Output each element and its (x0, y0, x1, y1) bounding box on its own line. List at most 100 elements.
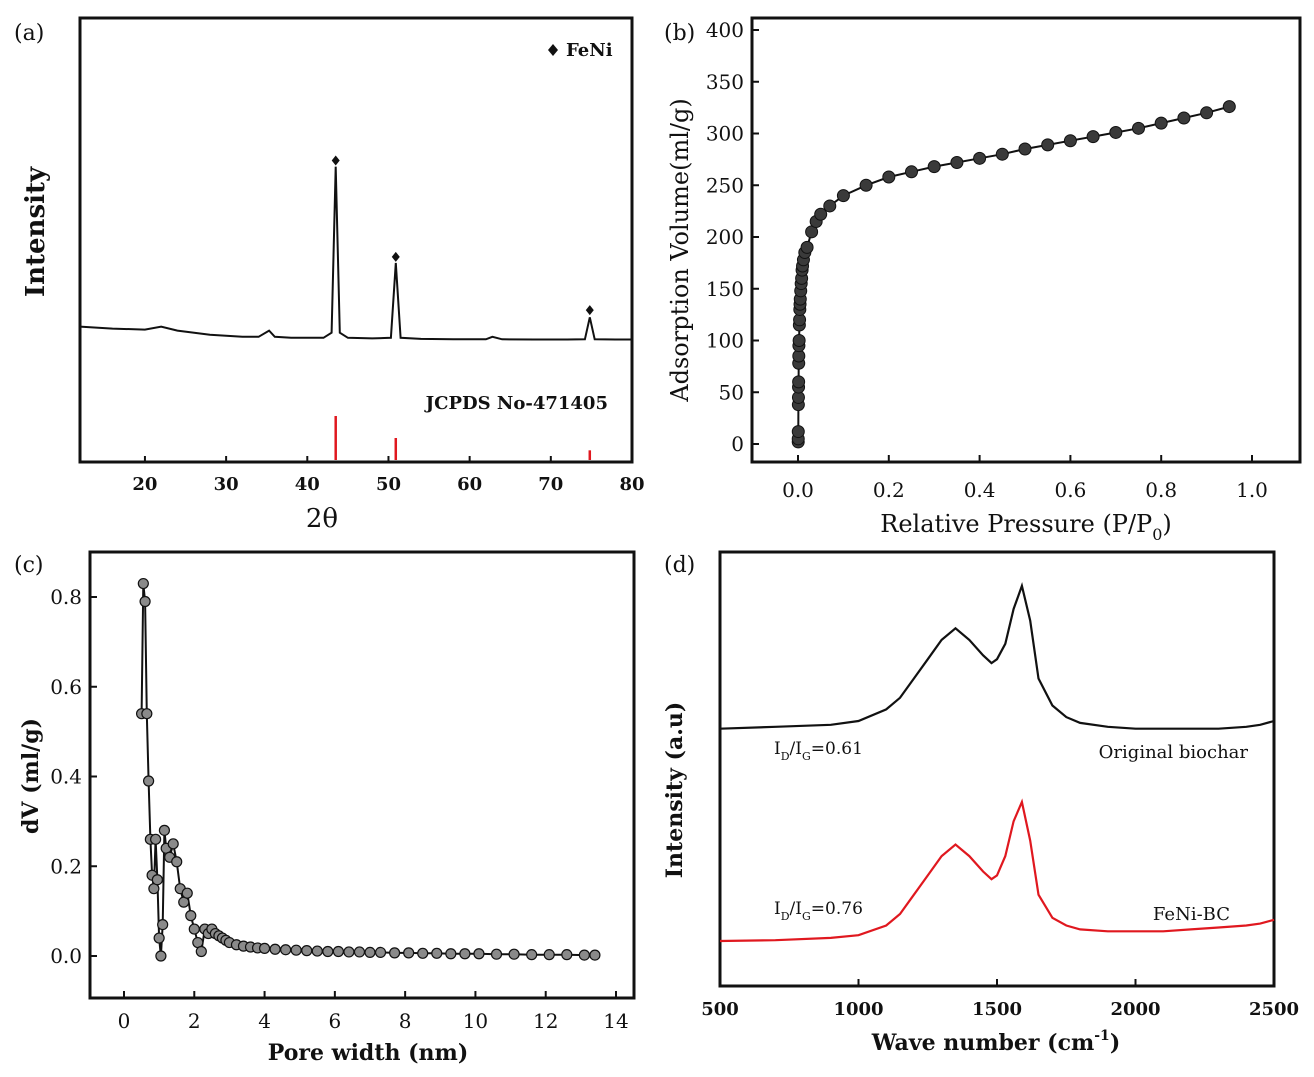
pore-distribution-line (140, 583, 595, 957)
panel-c-plot (135, 577, 601, 962)
x-tick-label: 70 (538, 474, 563, 495)
pore-distribution-point (137, 577, 149, 590)
pore-distribution-point (459, 948, 471, 960)
isotherm-point (1086, 130, 1100, 144)
series-feni-bc-label: FeNi-BC (1153, 904, 1230, 925)
isotherm-point (905, 165, 918, 179)
isotherm-point (791, 425, 805, 439)
peak-diamond-icon (585, 305, 594, 316)
pore-distribution-point (311, 945, 323, 957)
panel-c-ylabel: dV (ml/g) (18, 718, 44, 834)
x-tick-label: 60 (457, 474, 482, 495)
x-tick-label: 0 (118, 1009, 131, 1033)
x-tick-label: 0.0 (782, 478, 814, 502)
isotherm-point (1177, 111, 1191, 125)
y-tick-label: 0 (731, 432, 744, 456)
isotherm-point (950, 155, 964, 169)
legend-feni-label: FeNi (566, 40, 613, 61)
x-tick-label: 14 (603, 1009, 628, 1033)
y-tick-label: 350 (706, 70, 744, 94)
y-tick-label: 400 (706, 18, 744, 42)
x-tick-label: 50 (376, 474, 401, 495)
x-tick-label: 40 (295, 474, 320, 495)
pore-distribution-point (158, 824, 171, 836)
panel-d-ylabel: Intensity (a.u) (662, 702, 688, 879)
pore-distribution-point (389, 947, 401, 959)
panel-d-ticks: 500 1000 1500 2000 2500 (701, 979, 1299, 1020)
pore-distribution-point (141, 708, 153, 720)
isotherm-point (1154, 116, 1168, 130)
y-tick-label: 0.6 (50, 675, 82, 699)
peak-diamond-icon (391, 251, 400, 262)
panel-a-x-ticks: 20 30 40 50 60 70 80 (132, 456, 645, 495)
isotherm-point (1200, 106, 1214, 120)
isotherm-point (859, 178, 873, 192)
pore-distribution-point (589, 949, 601, 961)
x-tick-label: 10 (463, 1009, 488, 1033)
x-tick-label: 500 (701, 999, 739, 1020)
x-tick-label: 2500 (1249, 999, 1299, 1020)
panel-b-isotherm: (b) Adsorption Volume(ml/g) Relative Pre… (664, 16, 1302, 544)
isotherm-point (792, 375, 806, 389)
panel-b-ylabel: Adsorption Volume(ml/g) (666, 98, 694, 402)
pore-distribution-point (332, 945, 344, 958)
pore-distribution-point (258, 942, 271, 954)
pore-distribution-point (143, 775, 155, 787)
panel-a-plot (79, 155, 632, 460)
peak-diamond-icon (331, 155, 340, 166)
y-tick-label: 250 (706, 173, 744, 197)
y-tick-label: 0.4 (50, 765, 82, 789)
isotherm-point (1063, 134, 1077, 148)
y-tick-label: 150 (706, 277, 744, 301)
pore-distribution-point (290, 944, 302, 956)
x-tick-label: 80 (619, 474, 644, 495)
isotherm-point (823, 199, 837, 213)
y-tick-label: 200 (706, 225, 744, 249)
y-tick-label: 300 (706, 122, 744, 146)
pore-distribution-point (157, 918, 169, 931)
pore-distribution-point (353, 946, 366, 958)
x-tick-label: 30 (214, 474, 239, 495)
panel-c-xlabel: Pore width (nm) (268, 1040, 468, 1066)
x-tick-label: 1000 (833, 999, 883, 1020)
panel-b-frame (750, 16, 1302, 464)
pore-distribution-point (185, 910, 197, 922)
pore-distribution-point (490, 948, 503, 960)
panel-c-ticks: 0 2 4 6 8 10 12 14 0.0 0.2 0.4 0.6 0.8 (50, 585, 629, 1033)
pore-distribution-point (526, 949, 538, 961)
x-tick-label: 2 (188, 1009, 201, 1033)
panel-a-xrd: (a) Intensity 2θ FeNi JCPDS No-471405 20… (14, 16, 645, 534)
xrd-pattern-line (79, 166, 632, 341)
panel-d-raman: (d) Intensity (a.u) Wave number (cm-1) O… (662, 550, 1299, 1056)
panel-c-label: (c) (14, 553, 44, 578)
reference-label: JCPDS No-471405 (424, 393, 608, 414)
panel-b-xlabel: Relative Pressure (P/P0) (880, 510, 1172, 544)
isotherm-point (1132, 121, 1145, 135)
ratio-feni-bc: ID/IG=0.76 (774, 899, 863, 923)
pore-distribution-point (195, 945, 207, 958)
x-tick-label: 0.6 (1054, 478, 1086, 502)
pore-distribution-point (417, 947, 429, 959)
pore-distribution-point (188, 923, 200, 935)
x-tick-label: 0.2 (873, 478, 905, 502)
panel-a-frame (78, 16, 634, 464)
pore-distribution-point (151, 874, 163, 886)
pore-distribution-point (269, 943, 281, 955)
isotherm-point (1041, 138, 1055, 152)
pore-distribution-point (508, 948, 520, 960)
isotherm-point (800, 240, 814, 254)
pore-distribution-point (181, 887, 193, 899)
x-tick-label: 1.0 (1236, 478, 1268, 502)
pore-distribution-point (403, 947, 415, 959)
isotherm-point (1109, 125, 1123, 139)
isotherm-point (792, 334, 806, 347)
pore-distribution-point (543, 949, 555, 961)
pore-distribution-point (431, 947, 443, 959)
panel-b-plot (791, 100, 1236, 449)
panel-a-legend: FeNi (548, 40, 613, 61)
panel-b-label: (b) (664, 21, 695, 46)
panel-d-xlabel: Wave number (cm-1) (871, 1028, 1120, 1056)
y-tick-label: 0.2 (50, 854, 82, 878)
pore-distribution-point (343, 946, 355, 958)
